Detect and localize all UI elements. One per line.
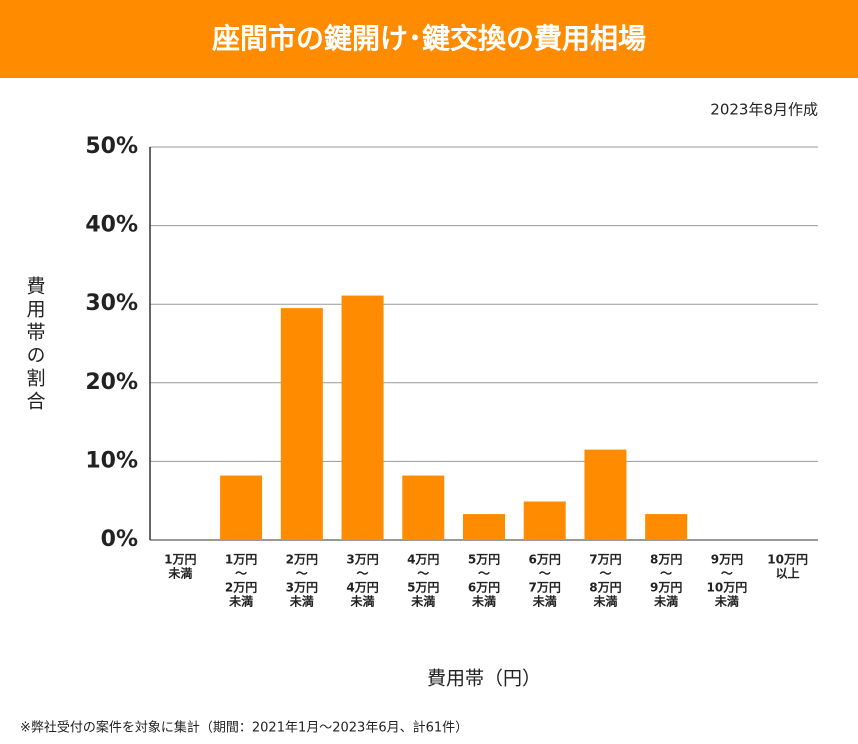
x-tick-label: 5万円 — [407, 581, 439, 595]
x-tick-label: 6万円 — [468, 581, 500, 595]
x-axis-title: 費用帯（円） — [427, 668, 541, 690]
x-tick-label: 6万円 — [529, 553, 561, 567]
x-tick-label: 9万円 — [711, 553, 743, 567]
x-tick-label: 〜 — [417, 567, 429, 581]
x-tick-label: 〜 — [721, 567, 733, 581]
x-tick-label: 1万円 — [164, 553, 196, 567]
y-tick-label: 20% — [85, 370, 138, 395]
x-tick-label: 10万円 — [707, 581, 748, 595]
x-tick-label: 7万円 — [529, 581, 561, 595]
x-tick-label: 8万円 — [589, 581, 621, 595]
x-tick-label: 〜 — [357, 567, 369, 581]
y-tick-label: 0% — [101, 527, 138, 552]
y-tick-label: 30% — [85, 291, 138, 316]
bar — [584, 449, 627, 540]
x-tick-label: 〜 — [539, 567, 551, 581]
x-tick-label: 7万円 — [589, 553, 621, 567]
y-axis-title: 費用帯の割合 — [24, 276, 46, 414]
x-tick-label: 〜 — [478, 567, 490, 581]
y-tick-label: 40% — [85, 213, 138, 238]
x-tick-label: 未満 — [289, 594, 314, 609]
x-tick-label: 4万円 — [407, 553, 439, 567]
x-tick-label: 1万円 — [225, 553, 257, 567]
chart-title: 座間市の鍵開け･鍵交換の費用相場 — [212, 22, 646, 55]
x-tick-label: 10万円 — [767, 553, 808, 567]
x-tick-label: 未満 — [653, 594, 678, 609]
x-tick-label: 未満 — [714, 594, 739, 609]
x-tick-label: 3万円 — [346, 553, 378, 567]
bar — [523, 501, 566, 540]
x-tick-label: 以上 — [776, 566, 800, 581]
y-tick-label: 10% — [85, 448, 138, 473]
x-tick-label: 未満 — [592, 594, 617, 609]
x-tick-label: 未満 — [350, 594, 375, 609]
x-tick-label: 未満 — [410, 594, 435, 609]
x-tick-label: 未満 — [532, 594, 557, 609]
x-tick-label: 9万円 — [650, 581, 682, 595]
x-tick-label: 8万円 — [650, 553, 682, 567]
bar — [645, 514, 688, 540]
x-tick-label: 未満 — [228, 594, 253, 609]
x-tick-label: 〜 — [296, 567, 308, 581]
subtitle: 2023年8月作成 — [710, 101, 818, 119]
title-banner — [0, 0, 858, 78]
x-tick-label: 4万円 — [346, 581, 378, 595]
x-tick-label: 〜 — [660, 567, 672, 581]
x-tick-label: 未満 — [471, 594, 496, 609]
footnote: ※弊社受付の案件を対象に集計（期間：2021年1月～2023年6月、計61件） — [20, 720, 468, 736]
x-tick-label: 未満 — [167, 566, 192, 581]
x-tick-label: 2万円 — [286, 553, 318, 567]
x-tick-label: 〜 — [235, 567, 247, 581]
x-tick-label: 3万円 — [286, 581, 318, 595]
bar — [280, 308, 323, 540]
bar — [402, 475, 445, 540]
x-tick-label: 2万円 — [225, 581, 257, 595]
y-tick-label: 50% — [85, 134, 138, 159]
bar — [463, 514, 505, 540]
bar — [341, 295, 384, 540]
x-tick-label: 〜 — [599, 567, 611, 581]
bar — [220, 475, 263, 540]
x-tick-label: 5万円 — [468, 553, 500, 567]
